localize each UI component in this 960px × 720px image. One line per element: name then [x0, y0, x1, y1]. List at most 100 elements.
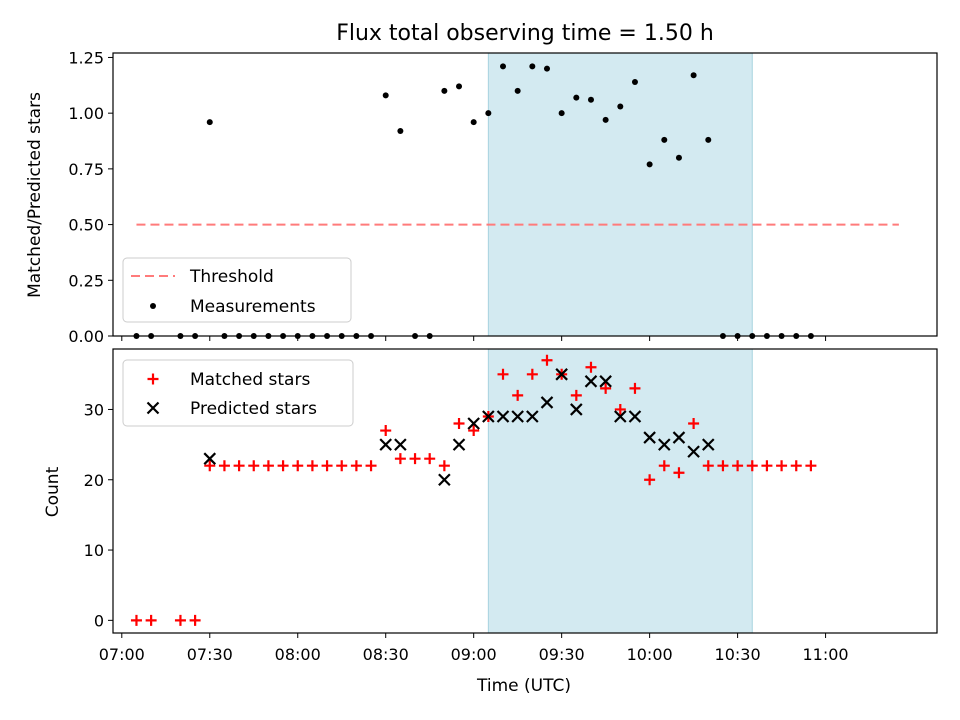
bottom-axes-frame — [112, 348, 938, 634]
matched-star-point — [380, 425, 392, 437]
matched-star-point — [673, 467, 685, 479]
measurement-point — [631, 78, 638, 85]
measurement-point — [573, 94, 580, 101]
legend-threshold-label: Threshold — [189, 267, 274, 287]
top-y-tick-label: 1.00 — [68, 104, 104, 123]
measurement-point — [441, 87, 448, 94]
bottom-panel-ylabel: Count — [43, 466, 63, 517]
matched-star-point — [585, 361, 597, 373]
matched-star-point — [761, 460, 773, 472]
bottom-panel: 0 10 20 30 07:00 07:30 08:00 08:30 09:00 09:30 10:… — [84, 348, 938, 664]
matched-star-point — [336, 460, 348, 472]
top-y-tick-label: 0.25 — [68, 271, 104, 290]
matched-star-point — [292, 460, 304, 472]
measurement-point — [397, 127, 404, 134]
matched-star-point — [746, 460, 758, 472]
matched-star-point — [233, 460, 245, 472]
matched-star-point — [717, 460, 729, 472]
matched-star-point — [468, 425, 480, 437]
measurement-point — [705, 136, 712, 143]
top-y-tick-label: 0.50 — [68, 216, 104, 235]
x-axis-label: Time (UTC) — [476, 676, 571, 696]
matched-star-point — [629, 382, 641, 394]
measurement-point — [558, 110, 565, 117]
x-tick-label: 07:30 — [187, 645, 233, 664]
matched-star-point — [512, 389, 524, 401]
measurement-point — [646, 161, 653, 168]
predicted-star-point — [555, 368, 568, 381]
predicted-star-point — [643, 431, 656, 444]
matched-star-point — [145, 614, 157, 626]
top-y-tick-label: 0.75 — [68, 160, 104, 179]
top-y-tick-label: 0.00 — [68, 327, 104, 346]
top-panel: 0.00 0.25 0.50 0.75 1.00 1.25 Threshold Measure… — [68, 48, 938, 346]
matched-star-point — [394, 453, 406, 465]
predicted-star-point — [628, 410, 642, 423]
bottom-y-tick-label: 10 — [84, 541, 104, 560]
bottom-y-tick-label: 0 — [94, 611, 104, 630]
top-shaded-region — [487, 52, 753, 337]
bottom-y-tick-label: 20 — [84, 471, 104, 490]
top-axes-frame — [112, 52, 938, 337]
measurement-point — [470, 119, 477, 126]
predicted-star-point — [570, 403, 583, 416]
matched-star-point — [424, 453, 436, 465]
bottom-y-tick-label: 30 — [84, 400, 104, 419]
matched-star-point — [776, 460, 788, 472]
x-tick-label: 11:00 — [803, 645, 849, 664]
matched-star-point — [497, 368, 509, 380]
predicted-star-point — [526, 410, 539, 423]
measurement-point — [485, 110, 492, 117]
matched-star-point — [218, 460, 230, 472]
predicted-star-point — [379, 438, 392, 451]
matched-star-point — [600, 382, 612, 394]
predicted-star-point — [467, 417, 480, 430]
predicted-star-point — [496, 410, 510, 423]
matched-star-point — [189, 614, 201, 626]
measurement-point — [675, 154, 682, 161]
top-legend — [122, 257, 352, 323]
legend-measurements-label: Measurements — [190, 297, 316, 317]
measurement-point — [514, 87, 521, 94]
measurement-point — [382, 92, 389, 99]
matched-star-point — [174, 614, 186, 626]
predicted-star-point — [599, 375, 612, 388]
measurement-point — [456, 83, 463, 90]
x-tick-label: 10:30 — [715, 645, 761, 664]
matched-star-point — [321, 460, 333, 472]
matched-star-point — [526, 368, 538, 380]
matched-star-point — [570, 389, 582, 401]
matched-star-point — [350, 460, 362, 472]
x-tick-label: 10:00 — [627, 645, 673, 664]
matched-star-point — [204, 460, 216, 472]
matched-star-point — [306, 460, 318, 472]
measurement-point — [690, 72, 697, 79]
measurement-point — [529, 63, 536, 70]
matched-star-point — [365, 460, 377, 472]
matched-star-point — [688, 418, 700, 430]
measurement-point — [617, 103, 624, 110]
matched-star-point — [438, 460, 450, 472]
measurement-point — [206, 119, 213, 126]
measurement-point — [543, 65, 550, 72]
measurement-point — [661, 136, 668, 143]
matched-star-point — [409, 453, 421, 465]
matched-star-point — [805, 460, 817, 472]
matched-star-point — [732, 460, 744, 472]
matched-star-point — [658, 460, 670, 472]
bottom-legend — [122, 359, 354, 427]
matched-star-point — [644, 474, 656, 486]
matched-star-point — [248, 460, 260, 472]
legend-measurements-swatch — [150, 303, 156, 309]
predicted-star-point — [394, 438, 407, 451]
predicted-star-point — [658, 438, 671, 451]
measurement-point — [500, 63, 507, 70]
predicted-star-point — [687, 445, 700, 458]
matched-star-point — [541, 354, 553, 366]
predicted-star-point — [701, 438, 715, 451]
predicted-star-point — [203, 452, 217, 465]
chart-title: Flux total observing time = 1.50 h — [336, 21, 714, 46]
matched-star-point — [614, 403, 626, 415]
predicted-star-point — [452, 438, 466, 451]
legend-matched-label: Matched stars — [190, 370, 310, 390]
